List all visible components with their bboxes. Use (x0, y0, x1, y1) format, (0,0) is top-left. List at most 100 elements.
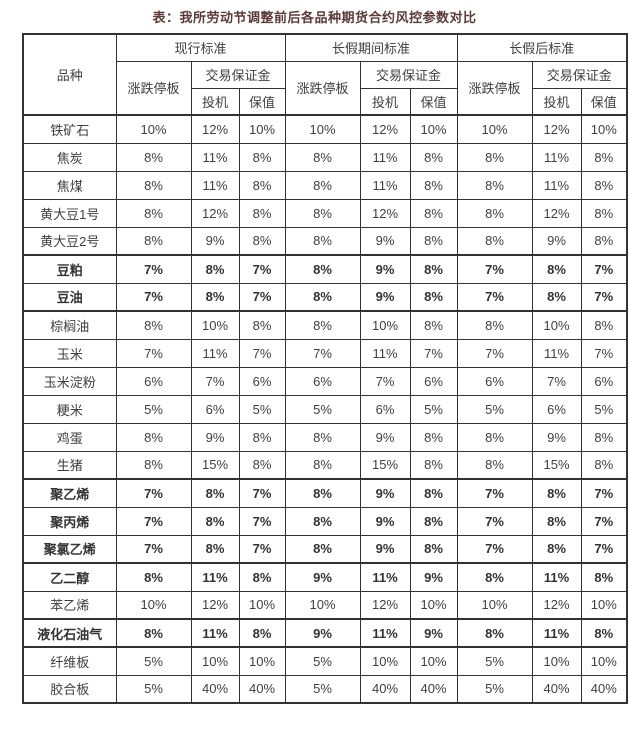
value-cell: 11% (190, 142, 240, 172)
value-cell: 12% (359, 590, 411, 620)
value-cell: 8% (190, 506, 240, 536)
value-cell: 10% (359, 646, 411, 676)
value-cell: 10% (456, 590, 533, 620)
value-cell: 40% (359, 674, 411, 704)
product-column-header: 品种 (22, 33, 117, 116)
value-cell: 8% (409, 422, 458, 452)
value-cell: 8% (456, 562, 533, 592)
value-cell: 8% (238, 170, 286, 200)
value-cell: 8% (115, 170, 192, 200)
value-cell: 10% (409, 590, 458, 620)
table-row: 铁矿石 10% 12% 10% 10% 12% 10% 10% 12% 10% (22, 114, 628, 144)
table-row: 纤维板 5% 10% 10% 5% 10% 10% 5% 10% 10% (22, 646, 628, 676)
value-cell: 6% (238, 366, 286, 396)
value-cell: 10% (456, 114, 533, 144)
value-cell: 8% (580, 450, 628, 480)
value-cell: 8% (456, 170, 533, 200)
product-cell: 聚氯乙烯 (22, 534, 117, 564)
value-cell: 8% (456, 450, 533, 480)
value-cell: 9% (531, 422, 582, 452)
product-cell: 豆粕 (22, 254, 117, 284)
value-cell: 8% (409, 142, 458, 172)
value-cell: 40% (190, 674, 240, 704)
product-cell: 黄大豆2号 (22, 226, 117, 256)
value-cell: 8% (115, 226, 192, 256)
hedging-header: 保值 (409, 87, 458, 116)
value-cell: 5% (456, 674, 533, 704)
value-cell: 12% (190, 114, 240, 144)
value-cell: 8% (284, 310, 361, 340)
value-cell: 8% (190, 282, 240, 312)
value-cell: 12% (190, 590, 240, 620)
value-cell: 7% (456, 254, 533, 284)
table-row: 玉米 7% 11% 7% 7% 11% 7% 7% 11% 7% (22, 338, 628, 368)
value-cell: 8% (409, 534, 458, 564)
value-cell: 7% (456, 338, 533, 368)
value-cell: 5% (456, 646, 533, 676)
value-cell: 7% (456, 534, 533, 564)
value-cell: 11% (359, 618, 411, 648)
value-cell: 7% (284, 338, 361, 368)
value-cell: 7% (115, 254, 192, 284)
table-row: 黄大豆2号 8% 9% 8% 8% 9% 8% 8% 9% 8% (22, 226, 628, 256)
value-cell: 7% (456, 506, 533, 536)
value-cell: 6% (190, 394, 240, 424)
value-cell: 7% (190, 366, 240, 396)
value-cell: 6% (456, 366, 533, 396)
price-limit-header: 涨跌停板 (456, 60, 533, 116)
table-row: 苯乙烯 10% 12% 10% 10% 12% 10% 10% 12% 10% (22, 590, 628, 620)
value-cell: 10% (115, 114, 192, 144)
value-cell: 8% (409, 310, 458, 340)
table-title: 表：我所劳动节调整前后各品种期货合约风控参数对比 (152, 10, 477, 25)
value-cell: 8% (580, 562, 628, 592)
value-cell: 10% (359, 310, 411, 340)
value-cell: 11% (359, 338, 411, 368)
value-cell: 7% (531, 366, 582, 396)
value-cell: 10% (284, 114, 361, 144)
value-cell: 11% (190, 170, 240, 200)
value-cell: 9% (359, 254, 411, 284)
value-cell: 11% (359, 170, 411, 200)
value-cell: 10% (190, 646, 240, 676)
value-cell: 8% (531, 506, 582, 536)
value-cell: 8% (580, 170, 628, 200)
value-cell: 10% (531, 646, 582, 676)
value-cell: 8% (238, 226, 286, 256)
product-cell: 聚丙烯 (22, 506, 117, 536)
value-cell: 11% (531, 142, 582, 172)
value-cell: 9% (359, 478, 411, 508)
value-cell: 7% (238, 506, 286, 536)
value-cell: 10% (238, 114, 286, 144)
product-cell: 聚乙烯 (22, 478, 117, 508)
value-cell: 8% (580, 226, 628, 256)
value-cell: 9% (190, 422, 240, 452)
value-cell: 11% (359, 142, 411, 172)
product-cell: 液化石油气 (22, 618, 117, 648)
value-cell: 8% (409, 450, 458, 480)
product-cell: 铁矿石 (22, 114, 117, 144)
value-cell: 8% (409, 198, 458, 228)
value-cell: 7% (580, 338, 628, 368)
value-cell: 8% (115, 142, 192, 172)
value-cell: 7% (580, 506, 628, 536)
value-cell: 11% (531, 338, 582, 368)
table-row: 黄大豆1号 8% 12% 8% 8% 12% 8% 8% 12% 8% (22, 198, 628, 228)
hedging-header: 保值 (238, 87, 286, 116)
value-cell: 8% (284, 282, 361, 312)
table-row: 豆油 7% 8% 7% 8% 9% 8% 7% 8% 7% (22, 282, 628, 312)
product-cell: 黄大豆1号 (22, 198, 117, 228)
value-cell: 5% (284, 394, 361, 424)
value-cell: 8% (456, 618, 533, 648)
value-cell: 7% (359, 366, 411, 396)
value-cell: 8% (238, 618, 286, 648)
value-cell: 6% (580, 366, 628, 396)
value-cell: 5% (284, 674, 361, 704)
value-cell: 6% (115, 366, 192, 396)
value-cell: 11% (531, 562, 582, 592)
value-cell: 8% (115, 198, 192, 228)
value-cell: 6% (284, 366, 361, 396)
table-row: 玉米淀粉 6% 7% 6% 6% 7% 6% 6% 7% 6% (22, 366, 628, 396)
value-cell: 8% (580, 142, 628, 172)
value-cell: 5% (115, 646, 192, 676)
value-cell: 8% (456, 422, 533, 452)
